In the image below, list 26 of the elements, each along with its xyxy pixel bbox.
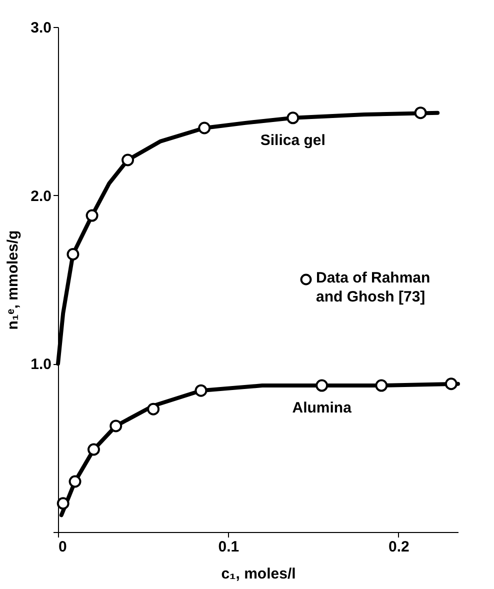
point xyxy=(286,112,300,124)
point xyxy=(316,379,328,392)
y-tick-label: 1.0 xyxy=(30,356,52,374)
y-tick-label: 2.0 xyxy=(30,188,52,205)
point xyxy=(147,402,160,416)
y-axis-title: n₁ᵉ, mmoles/g xyxy=(4,230,22,330)
point xyxy=(66,248,80,260)
x-tick-label: 0 xyxy=(58,538,67,556)
point xyxy=(110,420,122,432)
point xyxy=(194,384,208,397)
x-tick-label: 0.2 xyxy=(388,538,410,556)
point xyxy=(444,378,458,390)
point xyxy=(86,209,98,222)
point xyxy=(198,122,211,134)
series-label: Alumina xyxy=(292,400,352,417)
point xyxy=(56,497,70,510)
series-label: Silica gel xyxy=(260,132,326,149)
point xyxy=(414,106,427,120)
x-tick-label: 0.1 xyxy=(218,538,240,556)
x-axis-title: c₁, moles/l xyxy=(221,566,296,582)
y-tick-label: 3.0 xyxy=(30,20,52,36)
point xyxy=(375,379,388,392)
point xyxy=(122,154,134,166)
point xyxy=(68,475,82,488)
legend-label: Data of Rahman and Ghosh [73] xyxy=(316,270,430,306)
point xyxy=(88,443,100,456)
